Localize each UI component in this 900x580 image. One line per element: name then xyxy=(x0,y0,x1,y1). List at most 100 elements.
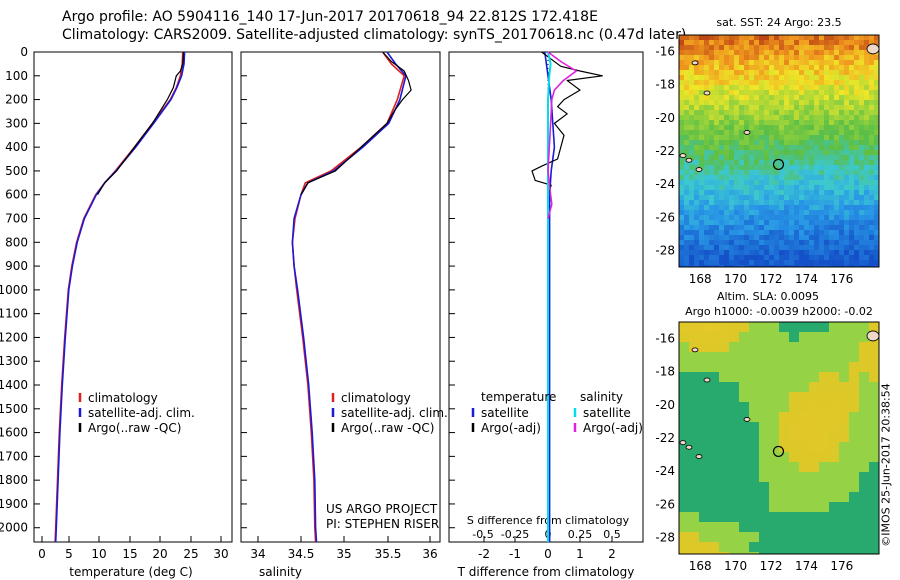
map-cell xyxy=(694,200,699,205)
map-cell xyxy=(749,170,754,175)
map-cell xyxy=(869,250,874,255)
map-cell xyxy=(859,422,869,432)
map-cell xyxy=(789,255,794,260)
map-cell xyxy=(814,265,819,267)
map-cell xyxy=(799,205,804,210)
map-cell xyxy=(679,552,689,554)
map-cell xyxy=(789,412,799,422)
map-cell xyxy=(694,210,699,215)
map-cell xyxy=(784,180,789,185)
map-cell xyxy=(754,155,759,160)
map-cell xyxy=(789,402,799,412)
lon-tick-label: 174 xyxy=(795,559,818,573)
map-cell xyxy=(764,95,769,100)
map-cell xyxy=(739,462,749,472)
map-cell xyxy=(704,130,709,135)
map-cell xyxy=(759,352,769,362)
map-cell xyxy=(874,90,879,95)
map-cell xyxy=(824,245,829,250)
map-cell xyxy=(814,110,819,115)
map-cell xyxy=(749,55,754,60)
map-cell xyxy=(754,55,759,60)
lon-tick-label: 168 xyxy=(689,559,712,573)
map-cell xyxy=(704,100,709,105)
map-cell xyxy=(769,215,774,220)
map-cell xyxy=(729,130,734,135)
map-cell xyxy=(694,155,699,160)
map-cell xyxy=(689,60,694,65)
map-cell xyxy=(819,265,824,267)
map-cell xyxy=(719,185,724,190)
map-cell xyxy=(749,482,759,492)
map-cell xyxy=(744,110,749,115)
map-cell xyxy=(809,452,819,462)
map-cell xyxy=(759,322,769,332)
map-cell xyxy=(714,50,719,55)
map-cell xyxy=(739,362,749,372)
top-tick-label: -0.25 xyxy=(501,528,529,541)
map-cell xyxy=(779,542,789,552)
map-cell xyxy=(714,235,719,240)
map-cell xyxy=(739,422,749,432)
map-cell xyxy=(759,392,769,402)
map-cell xyxy=(769,372,779,382)
map-cell xyxy=(849,150,854,155)
map-cell xyxy=(864,90,869,95)
map-cell xyxy=(844,190,849,195)
argo-line xyxy=(96,51,184,196)
map-cell xyxy=(859,170,864,175)
map-cell xyxy=(854,55,859,60)
map-cell xyxy=(694,175,699,180)
map-cell xyxy=(854,220,859,225)
map-cell xyxy=(759,492,769,502)
map-cell xyxy=(749,452,759,462)
map-cell xyxy=(769,80,774,85)
map-cell xyxy=(789,70,794,75)
map-cell xyxy=(744,170,749,175)
map-cell xyxy=(804,170,809,175)
map-cell xyxy=(759,402,769,412)
map-cell xyxy=(769,265,774,267)
map-cell xyxy=(769,105,774,110)
map-cell xyxy=(739,205,744,210)
map-cell xyxy=(754,265,759,267)
map-cell xyxy=(679,75,684,80)
map-cell xyxy=(849,342,859,352)
map-cell xyxy=(869,115,874,120)
map-cell xyxy=(854,145,859,150)
map-cell xyxy=(689,215,694,220)
map-cell xyxy=(814,215,819,220)
map-cell xyxy=(784,95,789,100)
map-cell xyxy=(749,462,759,472)
map-cell xyxy=(729,150,734,155)
map-cell xyxy=(829,90,834,95)
map-cell xyxy=(819,200,824,205)
map-cell xyxy=(734,80,739,85)
map-cell xyxy=(689,45,694,50)
map-cell xyxy=(719,95,724,100)
map-cell xyxy=(729,532,739,542)
map-cell xyxy=(729,60,734,65)
map-cell xyxy=(684,125,689,130)
map-cell xyxy=(689,100,694,105)
map-cell xyxy=(679,392,689,402)
map-cell xyxy=(684,140,689,145)
map-cell xyxy=(774,95,779,100)
map-cell xyxy=(709,130,714,135)
map-cell xyxy=(839,265,844,267)
map-cell xyxy=(814,200,819,205)
map-cell xyxy=(809,502,819,512)
map-cell xyxy=(774,150,779,155)
map-cell xyxy=(804,105,809,110)
depth-tick-label: 700 xyxy=(5,212,28,226)
map-cell xyxy=(799,412,809,422)
map-cell xyxy=(679,195,684,200)
map-cell xyxy=(679,110,684,115)
map-cell xyxy=(849,140,854,145)
map-cell xyxy=(739,552,749,554)
map-cell xyxy=(799,422,809,432)
map-cell xyxy=(834,110,839,115)
map-cell xyxy=(779,260,784,265)
map-cell xyxy=(874,180,879,185)
map-cell xyxy=(809,220,814,225)
